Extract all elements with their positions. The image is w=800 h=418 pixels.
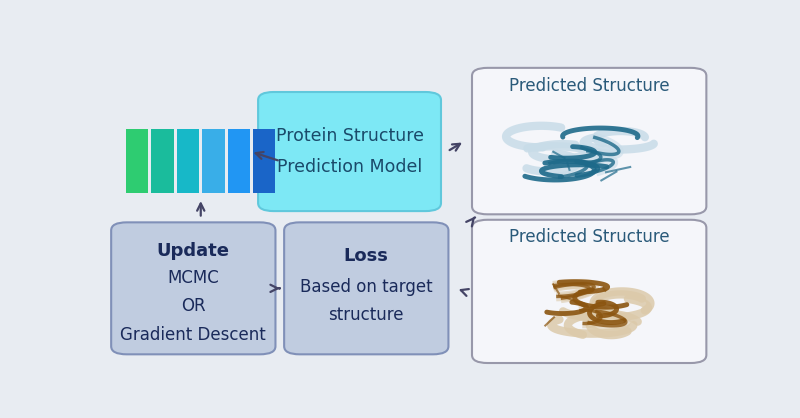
Text: Based on target
structure: Based on target structure <box>300 278 433 324</box>
FancyBboxPatch shape <box>472 68 706 214</box>
FancyBboxPatch shape <box>126 129 148 194</box>
FancyBboxPatch shape <box>258 92 441 211</box>
FancyBboxPatch shape <box>177 129 199 194</box>
Text: Update: Update <box>157 242 230 260</box>
FancyBboxPatch shape <box>151 129 174 194</box>
Text: Loss: Loss <box>344 247 389 265</box>
FancyBboxPatch shape <box>472 220 706 363</box>
Text: Protein Structure: Protein Structure <box>275 127 423 145</box>
FancyBboxPatch shape <box>284 222 449 354</box>
FancyBboxPatch shape <box>228 129 250 194</box>
Text: Predicted Structure: Predicted Structure <box>509 229 670 247</box>
FancyBboxPatch shape <box>111 222 275 354</box>
Text: Prediction Model: Prediction Model <box>277 158 422 176</box>
FancyBboxPatch shape <box>202 129 225 194</box>
Text: MCMC
OR
Gradient Descent: MCMC OR Gradient Descent <box>121 268 266 344</box>
Text: Predicted Structure: Predicted Structure <box>509 76 670 94</box>
FancyBboxPatch shape <box>253 129 275 194</box>
